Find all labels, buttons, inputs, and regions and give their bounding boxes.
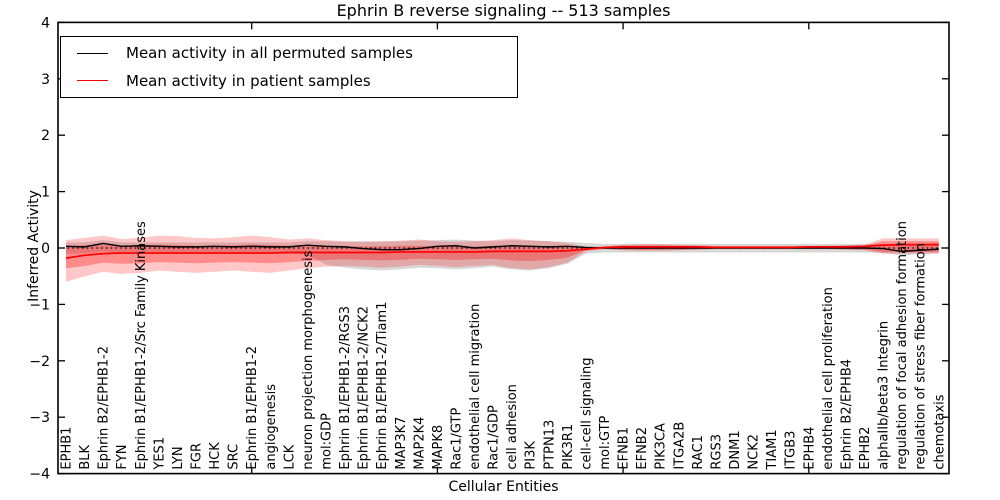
x-category-label: EFNB1 — [617, 427, 632, 470]
x-category-label: Ephrin B1/EPHB1-2 — [245, 346, 260, 470]
x-category-label: Rac1/GTP — [449, 408, 464, 470]
x-category-label: endothelial cell migration — [468, 304, 483, 470]
x-category-label: RGS3 — [709, 434, 724, 470]
x-category-label: angiogenesis — [264, 384, 279, 470]
x-category-label: FGR — [189, 443, 204, 470]
x-category-label: TIAM1 — [765, 429, 780, 470]
x-category-label: ITGB3 — [784, 431, 799, 470]
x-category-label: PIK3R1 — [561, 424, 576, 470]
legend-item-patient: Mean activity in patient samples — [61, 68, 517, 94]
x-category-label: DNM1 — [728, 430, 743, 469]
x-category-label: endothelial cell proliferation — [821, 287, 836, 470]
y-tick-label: 4 — [41, 15, 50, 31]
x-category-label: FYN — [115, 444, 130, 469]
x-category-label: HCK — [208, 442, 223, 470]
x-category-label: alphaIIb/beta3 Integrin — [877, 321, 892, 470]
x-category-label: EFNB2 — [635, 427, 650, 470]
x-category-label: NCK2 — [747, 434, 762, 470]
x-category-label: Ephrin B1/EPHB1-2/Tiam1 — [375, 302, 390, 470]
x-category-label: neuron projection morphogenesis — [301, 250, 316, 469]
x-category-label: PIK3CA — [654, 423, 669, 470]
legend-item-permuted: Mean activity in all permuted samples — [61, 40, 517, 66]
x-category-label: Rac1/GDP — [487, 405, 502, 470]
x-category-label: EPHB4 — [802, 427, 817, 470]
x-category-label: chemotaxis — [932, 394, 947, 469]
x-category-label: Ephrin B1/EPHB1-2/RGS3 — [338, 306, 353, 470]
legend-label-permuted: Mean activity in all permuted samples — [126, 44, 413, 63]
chart-title: Ephrin B reverse signaling -- 513 sample… — [336, 1, 671, 20]
x-category-label: MAPK8 — [431, 425, 446, 470]
y-tick-label: 1 — [41, 185, 50, 201]
x-category-label: MAP2K4 — [412, 417, 427, 470]
patient-mean-line — [65, 243, 939, 259]
x-category-label: Ephrin B2/EPHB4 — [839, 359, 854, 470]
x-category-label: mol:GTP — [598, 415, 613, 469]
x-category-label: cell-cell signaling — [579, 357, 594, 469]
x-category-label: LYN — [171, 446, 186, 469]
y-tick-label: 2 — [41, 128, 50, 144]
y-tick-label: −2 — [29, 354, 50, 370]
x-category-label: EPHB2 — [858, 427, 873, 470]
permuted-line-swatch — [77, 52, 108, 54]
x-category-label: cell adhesion — [505, 384, 520, 470]
x-category-label: RAC1 — [691, 435, 706, 470]
x-category-label: PTPN13 — [542, 420, 557, 470]
x-axis-label: Cellular Entities — [448, 479, 559, 495]
y-tick-label: 0 — [41, 241, 50, 257]
patient-line-swatch — [77, 80, 108, 82]
x-category-label: regulation of focal adhesion formation — [895, 221, 910, 470]
x-category-label: YES1 — [152, 437, 167, 471]
x-category-label: regulation of stress fiber formation — [914, 243, 929, 470]
y-tick-label: −4 — [29, 467, 50, 483]
x-category-label: mol:GDP — [319, 413, 334, 470]
x-category-label: ITGA2B — [672, 422, 687, 470]
x-category-label: LCK — [282, 444, 297, 469]
x-category-label: MAP3K7 — [394, 417, 409, 470]
y-tick-label: −3 — [29, 410, 50, 426]
legend-label-patient: Mean activity in patient samples — [126, 71, 371, 90]
legend: Mean activity in all permuted samples Me… — [60, 36, 518, 98]
x-category-label: EPHB1 — [60, 427, 75, 470]
y-tick-label: 3 — [41, 72, 50, 88]
x-category-label: Ephrin B1/EPHB1-2/NCK2 — [357, 306, 372, 470]
x-category-label: PI3K — [524, 441, 539, 470]
x-category-label: Ephrin B1/EPHB1-2/Src Family Kinases — [134, 221, 149, 470]
y-tick-label: −1 — [29, 297, 50, 313]
x-category-label: BLK — [78, 444, 93, 469]
x-category-label: Ephrin B2/EPHB1-2 — [97, 346, 112, 470]
x-category-label: SRC — [227, 444, 242, 470]
